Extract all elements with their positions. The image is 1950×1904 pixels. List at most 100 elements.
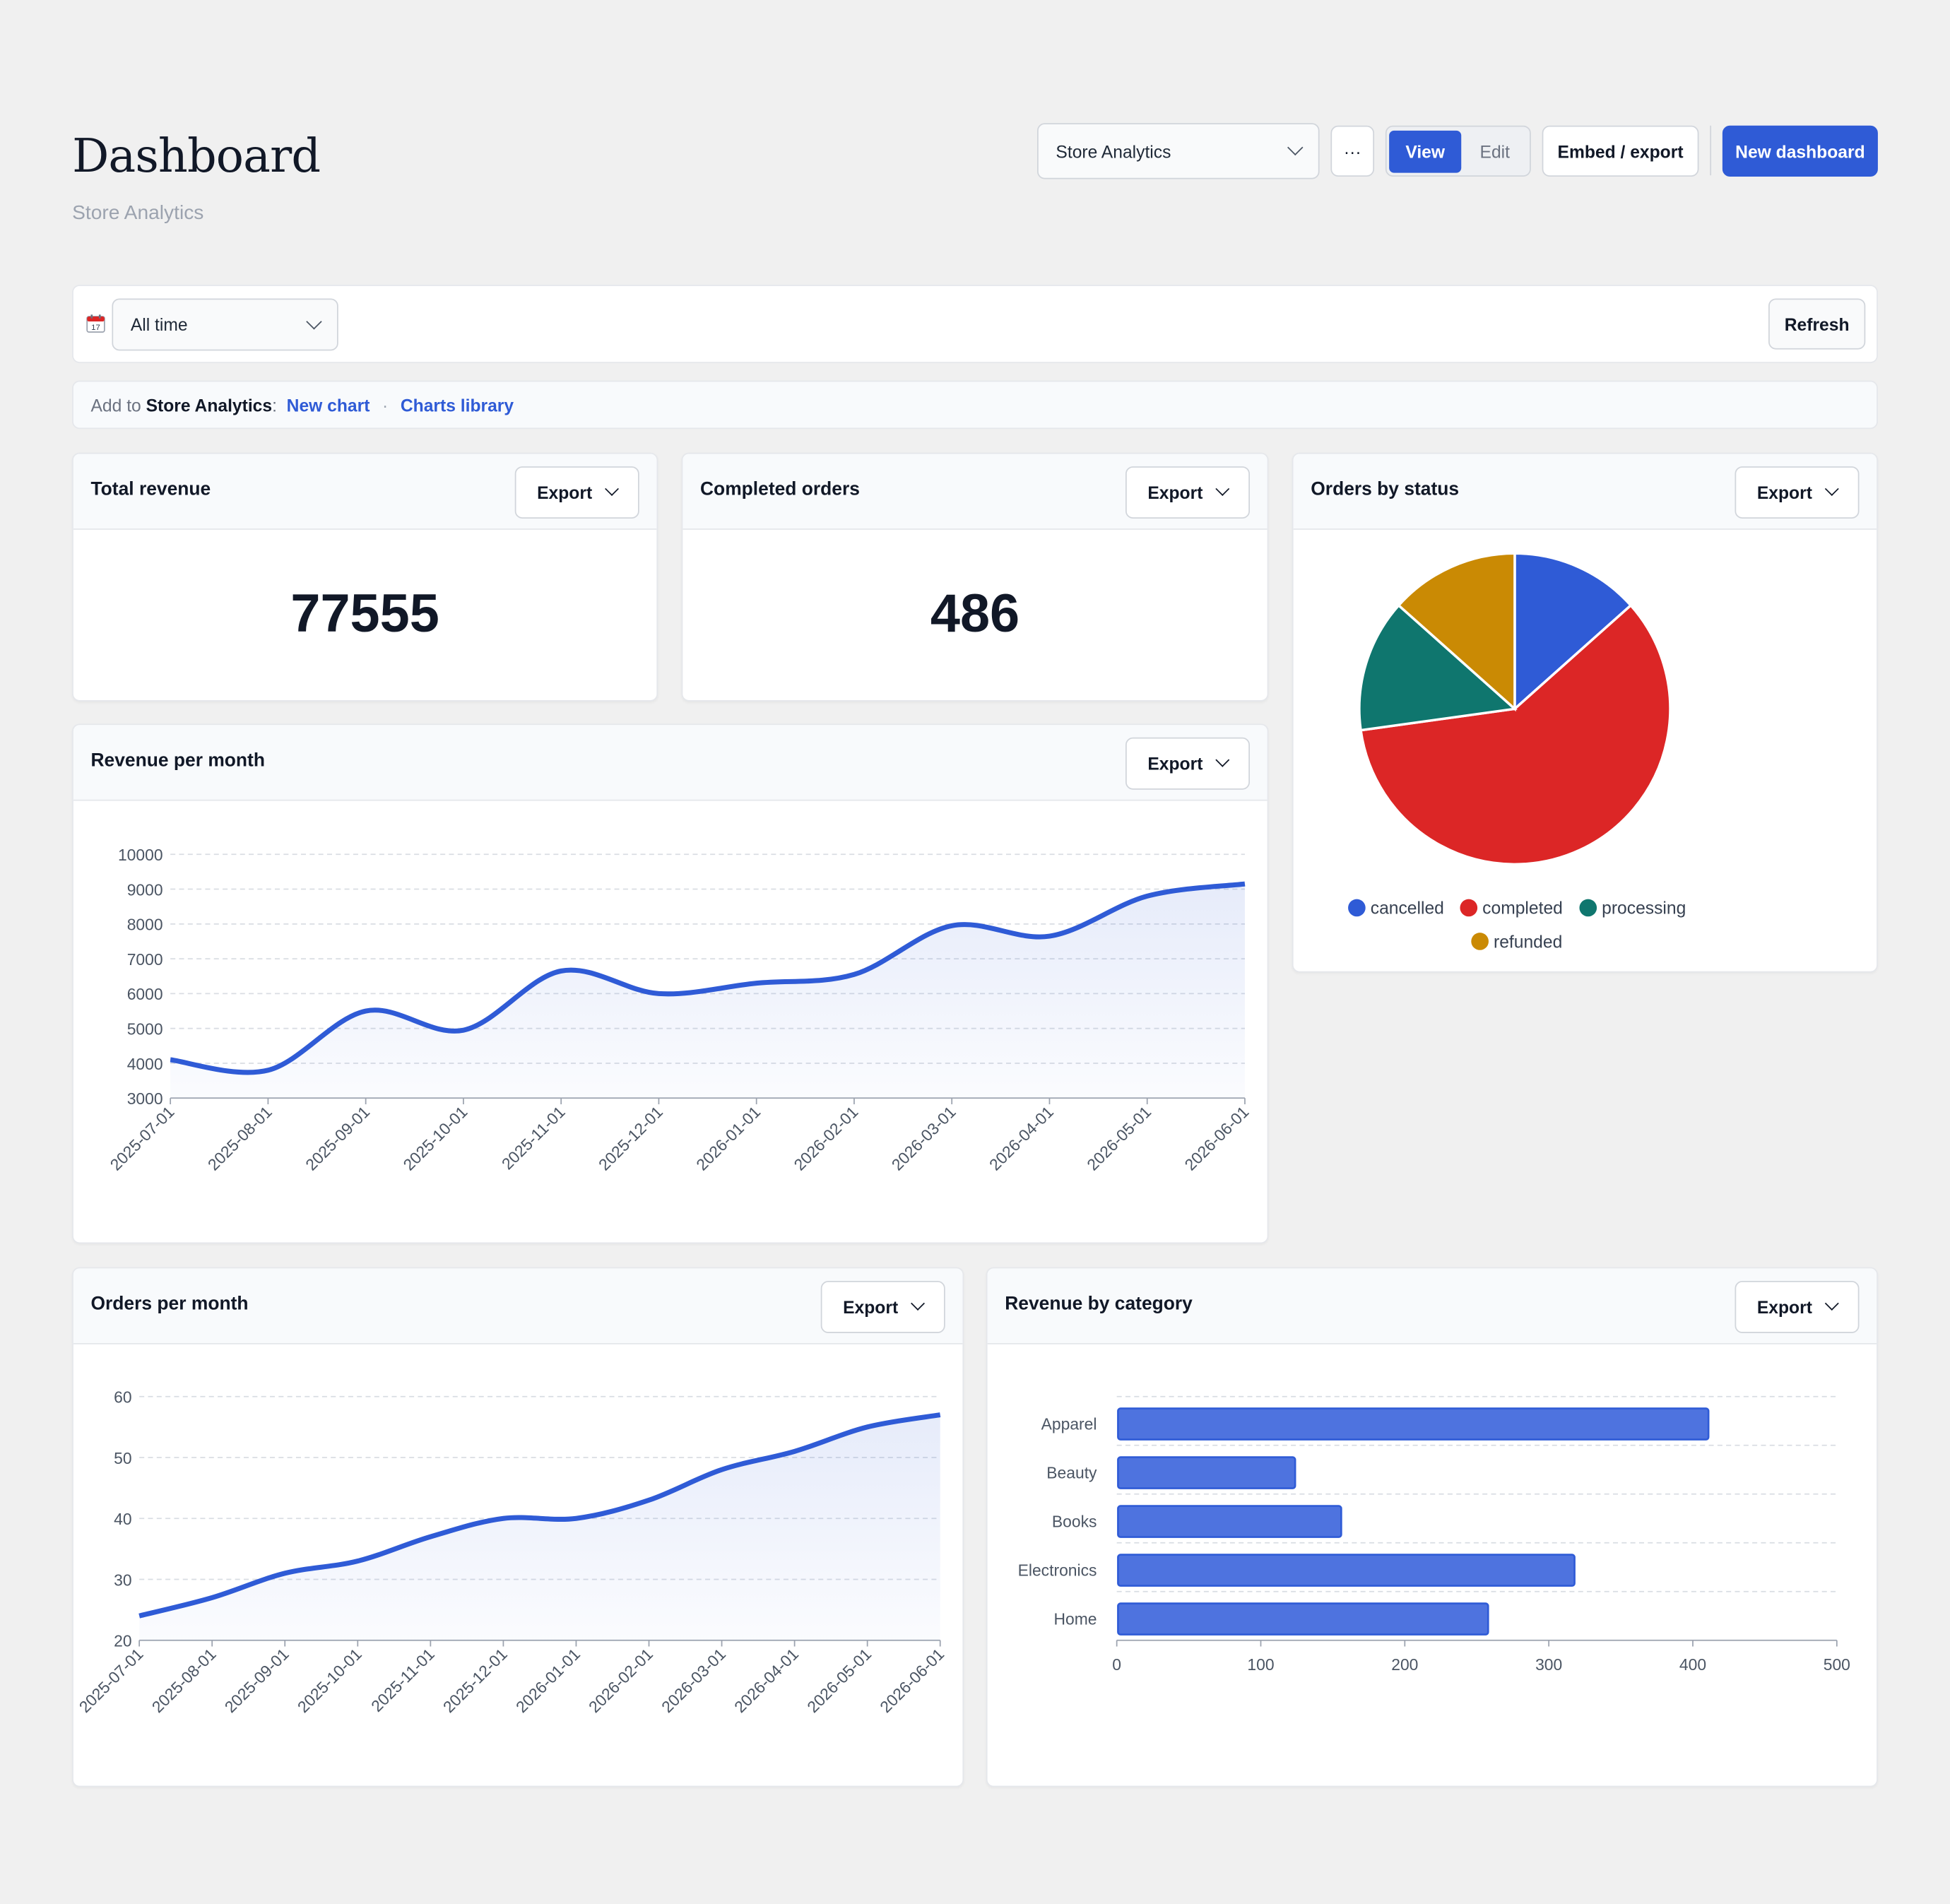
x-tick-label: 2026-03-01 [888, 1103, 959, 1174]
chevron-down-icon [1825, 1296, 1840, 1311]
data-point [574, 1516, 579, 1521]
data-point [792, 1449, 797, 1454]
more-options-button[interactable]: ··· [1330, 125, 1375, 177]
data-point [283, 1571, 288, 1575]
data-point [363, 1009, 368, 1014]
y-tick-label: 50 [114, 1449, 131, 1467]
data-point [137, 1614, 142, 1619]
data-point [950, 923, 955, 928]
y-tick-label: 7000 [127, 950, 163, 969]
export-button[interactable]: Export [820, 1281, 945, 1333]
chevron-down-icon [605, 482, 620, 497]
legend-item-processing[interactable]: processing [1579, 898, 1686, 918]
legend-swatch [1579, 899, 1597, 917]
x-tick-label: 2025-09-01 [221, 1645, 292, 1716]
card-header: Orders by status Export [1293, 454, 1877, 530]
data-point [754, 981, 759, 986]
x-tick-label: 2025-09-01 [302, 1103, 373, 1174]
card-title: Revenue by category [1005, 1293, 1193, 1315]
x-tick-label: 2026-05-01 [803, 1645, 875, 1716]
category-label: Beauty [1046, 1464, 1097, 1482]
card-total-revenue: Total revenue Export 77555 [72, 452, 658, 702]
dashboard-select[interactable]: Store Analytics [1037, 123, 1320, 179]
y-tick-label: 3000 [127, 1089, 163, 1108]
y-tick-label: 8000 [127, 916, 163, 934]
add-colon: : [272, 394, 277, 415]
svg-text:17: 17 [91, 324, 100, 332]
export-button[interactable]: Export [514, 466, 639, 519]
chevron-down-icon [1215, 482, 1230, 497]
card-title: Completed orders [699, 478, 860, 500]
filter-bar: 17 All time Refresh [72, 285, 1878, 363]
legend-swatch [1471, 933, 1489, 950]
legend-item-completed[interactable]: completed [1460, 898, 1563, 918]
y-tick-label: 10000 [118, 846, 163, 864]
legend-label: cancelled [1370, 897, 1444, 918]
data-point [355, 1559, 360, 1563]
view-mode-button[interactable]: View [1389, 129, 1462, 172]
legend-item-refunded[interactable]: refunded [1471, 931, 1563, 952]
x-tick-label: 500 [1824, 1655, 1850, 1674]
pie-slice-processing [1358, 603, 1518, 732]
y-tick-label: 4000 [127, 1055, 163, 1073]
category-label: Apparel [1041, 1415, 1097, 1433]
card-title: Total revenue [90, 478, 211, 500]
x-tick-label: 2025-11-01 [498, 1103, 569, 1173]
data-point [938, 1412, 942, 1417]
date-range-select[interactable]: All time [112, 298, 338, 351]
new-dashboard-button[interactable]: New dashboard [1722, 125, 1878, 177]
export-button[interactable]: Export [1735, 1281, 1860, 1333]
category-label: Books [1052, 1513, 1097, 1531]
edit-mode-button[interactable]: Edit [1479, 141, 1510, 161]
export-button[interactable]: Export [1125, 737, 1251, 790]
card-header: Total revenue Export [73, 454, 657, 530]
x-tick-label: 2026-01-01 [692, 1103, 764, 1174]
y-tick-label: 6000 [127, 985, 163, 1003]
x-tick-label: 2026-02-01 [585, 1645, 656, 1716]
category-label: Electronics [1018, 1561, 1097, 1580]
completed-orders-value: 486 [930, 584, 1020, 644]
embed-export-button[interactable]: Embed / export [1542, 125, 1699, 177]
chevron-down-icon [1825, 482, 1840, 497]
link-separator: · [382, 394, 389, 415]
data-point [1145, 894, 1150, 899]
dashboard-select-value: Store Analytics [1056, 141, 1171, 161]
data-point [168, 1058, 173, 1063]
add-prefix: Add to [90, 394, 141, 415]
export-button[interactable]: Export [1735, 466, 1860, 519]
series-line [170, 881, 1246, 1075]
new-chart-link[interactable]: New chart [286, 394, 370, 415]
x-tick-label: 2026-05-01 [1083, 1103, 1154, 1174]
legend-item-cancelled[interactable]: cancelled [1348, 898, 1444, 918]
legend-swatch [1460, 899, 1478, 917]
header-divider [1710, 125, 1712, 176]
data-point [1047, 934, 1052, 939]
card-revenue-by-category: Revenue by category Export 0 100 200 300 400… [986, 1267, 1878, 1787]
card-orders-per-month: Orders per month Export 20 30 40 50 60 2025-0… [72, 1267, 964, 1787]
total-revenue-value: 77555 [290, 584, 439, 644]
category-label: Home [1053, 1610, 1097, 1628]
category-bar-chart: 0 100 200 300 400 500 Apparel Beauty Books Electr… [1018, 1395, 1850, 1674]
chevron-down-icon [1215, 752, 1230, 767]
calendar-icon: 17 [86, 314, 105, 333]
chevron-down-icon [911, 1296, 926, 1311]
legend-label: refunded [1494, 931, 1563, 952]
x-tick-label: 2026-04-01 [986, 1103, 1057, 1174]
bar-apparel [1117, 1407, 1710, 1441]
card-title: Revenue per month [90, 750, 265, 771]
mode-toggle: View Edit [1385, 125, 1531, 177]
bar-beauty [1117, 1456, 1296, 1489]
export-button[interactable]: Export [1125, 466, 1251, 519]
add-target-dashboard: Store Analytics [146, 394, 273, 415]
x-tick-label: 2025-12-01 [439, 1645, 511, 1716]
charts-library-link[interactable]: Charts library [400, 394, 514, 415]
pie-slice-completed [1359, 603, 1672, 866]
data-point [461, 1028, 466, 1033]
x-tick-label: 2025-12-01 [595, 1103, 666, 1174]
x-tick-label: 2026-06-01 [876, 1645, 947, 1716]
x-tick-label: 2025-08-01 [204, 1103, 276, 1174]
refresh-button[interactable]: Refresh [1768, 298, 1866, 350]
series-line [138, 1412, 941, 1619]
page-subtitle: Store Analytics [72, 202, 204, 224]
pie-chart [1358, 552, 1672, 866]
